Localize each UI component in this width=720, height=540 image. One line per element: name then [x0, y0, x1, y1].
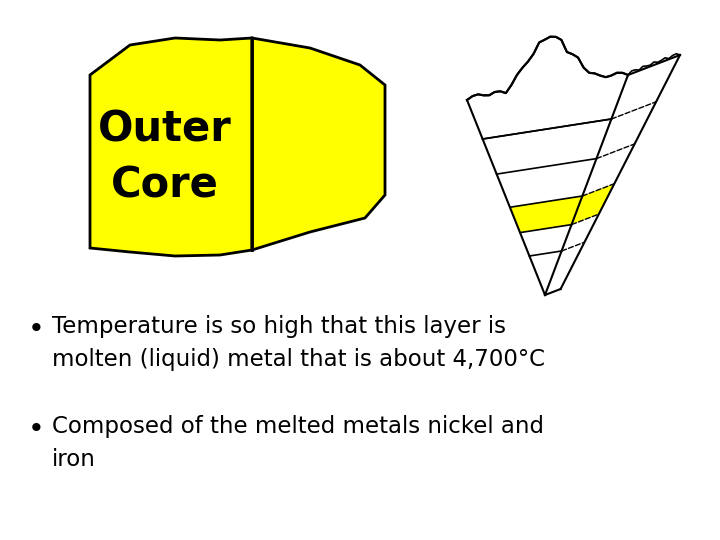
- Polygon shape: [482, 119, 611, 174]
- Text: •: •: [28, 315, 45, 343]
- Polygon shape: [572, 184, 614, 225]
- Polygon shape: [467, 75, 628, 139]
- Polygon shape: [529, 251, 562, 295]
- Polygon shape: [596, 102, 656, 159]
- Polygon shape: [611, 55, 680, 119]
- Polygon shape: [562, 214, 599, 251]
- Polygon shape: [252, 38, 385, 250]
- Polygon shape: [497, 159, 596, 207]
- Text: Core: Core: [111, 164, 219, 206]
- Text: molten (liquid) metal that is about 4,700°C: molten (liquid) metal that is about 4,70…: [52, 348, 545, 371]
- Polygon shape: [467, 37, 628, 100]
- Text: •: •: [28, 415, 45, 443]
- Text: Temperature is so high that this layer is: Temperature is so high that this layer i…: [52, 315, 506, 338]
- Text: Outer: Outer: [98, 109, 232, 151]
- Polygon shape: [520, 225, 572, 256]
- Text: Composed of the melted metals nickel and: Composed of the melted metals nickel and: [52, 415, 544, 438]
- Polygon shape: [90, 38, 252, 256]
- Polygon shape: [545, 242, 585, 295]
- Text: iron: iron: [52, 448, 96, 471]
- Polygon shape: [582, 144, 634, 196]
- Polygon shape: [510, 196, 582, 233]
